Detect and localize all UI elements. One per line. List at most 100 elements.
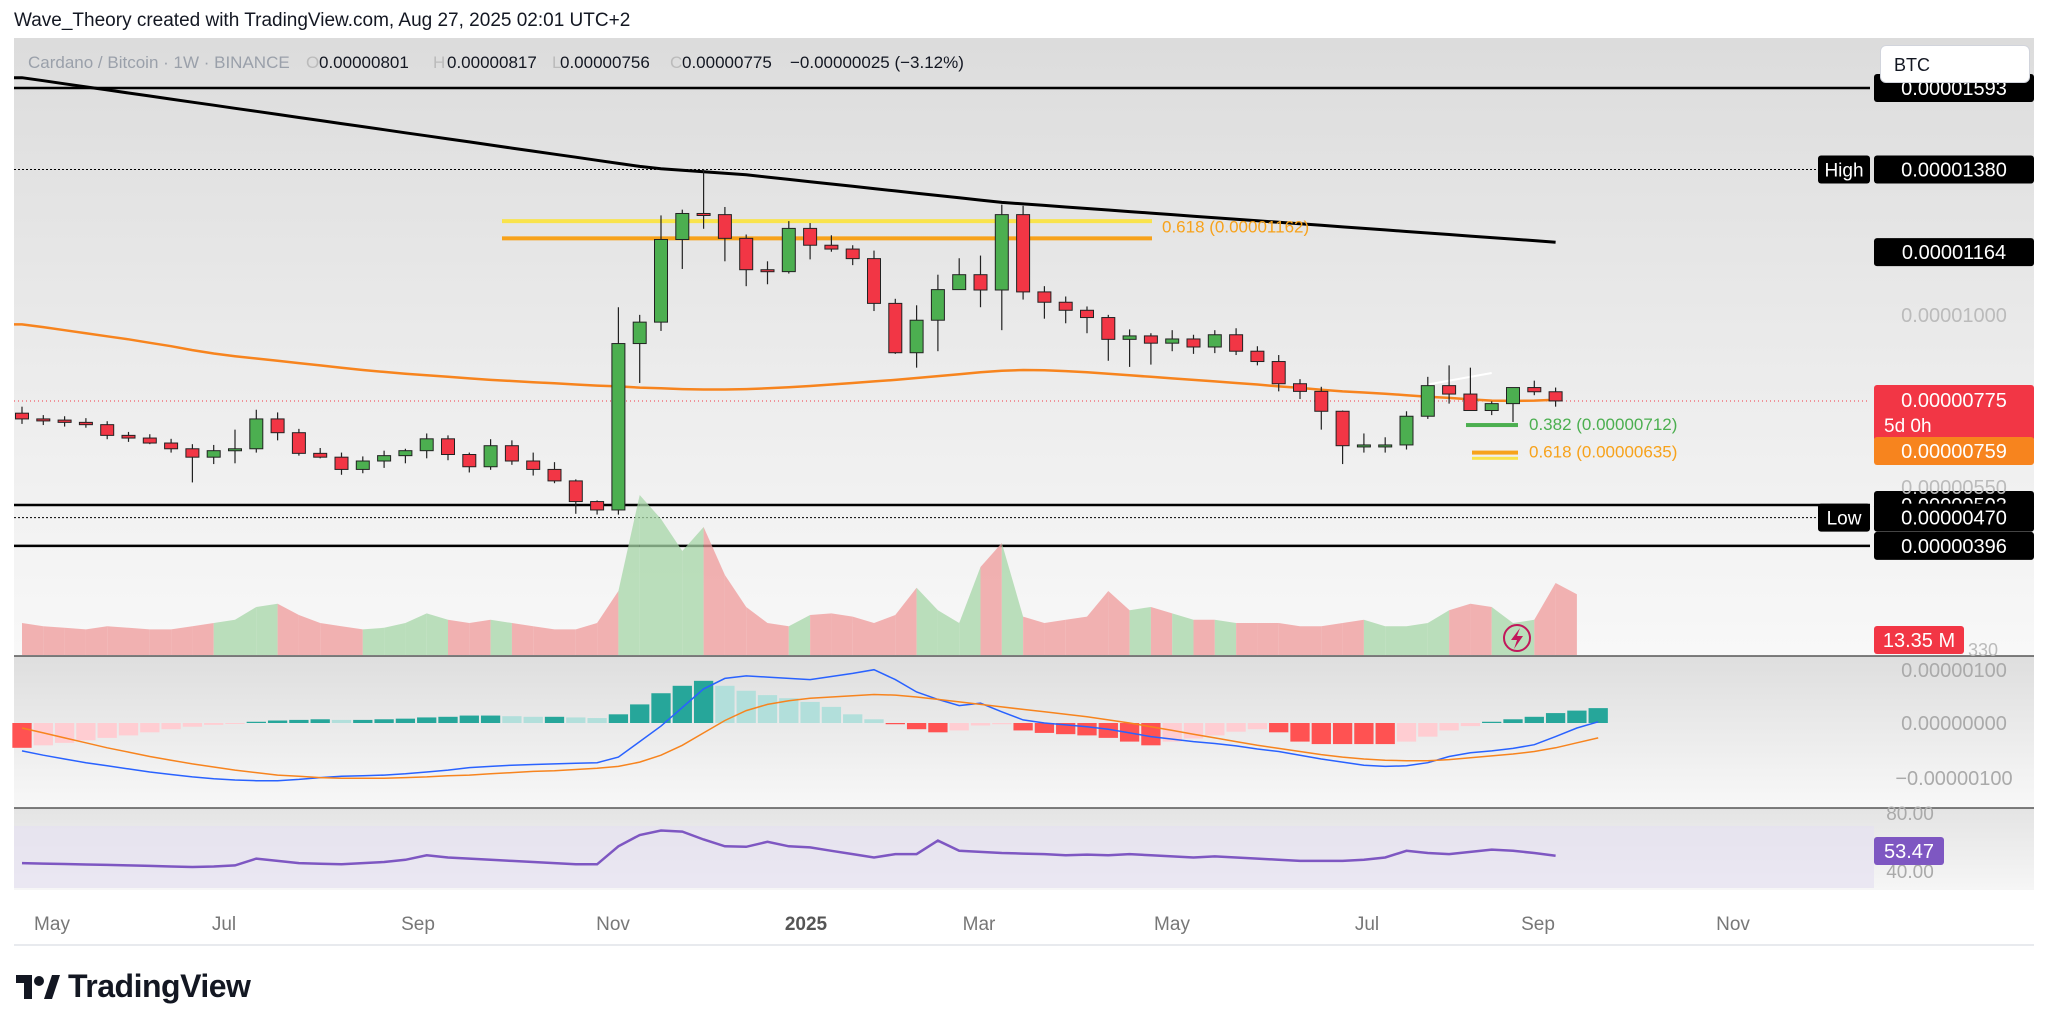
candle-up — [1356, 444, 1371, 448]
candle-down — [57, 419, 72, 423]
candle-down — [1186, 338, 1201, 348]
volume-segment — [703, 527, 725, 655]
macd-histogram-bar — [1375, 723, 1395, 745]
macd-histogram-bar — [1226, 723, 1246, 732]
trend-line — [1427, 372, 1492, 386]
candle-up — [1506, 387, 1520, 405]
volume-segment — [1214, 619, 1237, 655]
macd-histogram-bar — [757, 695, 778, 723]
fib-resistance-yellow — [502, 219, 1152, 224]
volume-segment — [1001, 543, 1024, 655]
macd-pane-bg — [14, 656, 2034, 808]
volume-segment — [618, 495, 640, 655]
volume-segment — [213, 619, 235, 655]
rsi-value-box — [1874, 837, 1944, 865]
macd-histogram-bar — [1482, 721, 1502, 723]
lightning-bolt-icon — [1511, 628, 1523, 649]
volume-segment — [1278, 623, 1300, 655]
macd-histogram-bar — [502, 716, 522, 723]
fib-annotation: 0.618 (0.00000635) — [1529, 443, 1677, 462]
volume-segment — [1257, 623, 1279, 655]
candle-up — [228, 448, 242, 452]
volume-segment — [384, 623, 406, 655]
rsi-line — [21, 829, 1556, 869]
candle-down — [1527, 387, 1542, 393]
price-label-text: 0.00001164 — [1902, 242, 2006, 264]
volume-segment — [362, 627, 385, 655]
volume-segment — [895, 587, 917, 655]
macd-histogram-bar — [630, 704, 650, 723]
macd-histogram-bar — [76, 723, 96, 741]
volume-segment — [1108, 591, 1130, 655]
ema-price-box — [1874, 436, 2034, 465]
macd-histogram-bar — [1354, 723, 1374, 745]
candle-down — [1101, 317, 1116, 340]
candle-up — [398, 450, 413, 457]
brand: TradingView — [14, 968, 251, 1005]
ema-price-text: 0.00000759 — [1901, 441, 2007, 463]
legend-text: O — [306, 53, 319, 72]
volume-segment — [1129, 607, 1151, 655]
candle-up — [994, 214, 1009, 291]
volume-segment — [533, 626, 555, 655]
macd-histogram-bar — [1545, 713, 1566, 723]
macd-histogram-bar — [906, 723, 927, 730]
macd-histogram-bar — [800, 701, 820, 723]
volume-segment — [1513, 619, 1535, 655]
volume-segment — [1363, 619, 1386, 655]
macd-histogram-bar — [438, 716, 458, 723]
candle-up — [781, 227, 796, 273]
candle-down — [1037, 291, 1052, 303]
level-tag-box — [1818, 155, 1870, 184]
candle-up — [249, 418, 264, 450]
macd-histogram-bar — [1056, 723, 1076, 735]
macd-histogram-bar — [1503, 719, 1523, 723]
candle-down — [1548, 391, 1563, 402]
time-tick-label: Nov — [596, 914, 630, 935]
legend-text: L — [552, 53, 561, 72]
legend-text: 0.00000801 — [319, 53, 409, 72]
time-tick-label: May — [34, 914, 70, 935]
volume-label-box — [1874, 626, 1964, 654]
volume-segment — [171, 626, 193, 655]
candle-down — [15, 412, 29, 420]
volume-segment — [980, 543, 1002, 655]
candle-down — [1058, 301, 1073, 311]
volume-segment — [43, 626, 65, 655]
candle-up — [611, 343, 626, 511]
macd-histogram-bar — [140, 723, 160, 733]
macd-histogram-bar — [885, 723, 905, 725]
macd-histogram-bar — [267, 720, 288, 723]
macd-histogram-bar — [1418, 723, 1438, 737]
volume-segment — [1300, 626, 1322, 655]
candle-down — [867, 258, 881, 304]
price-label-text: 0.00001380 — [1901, 159, 2007, 181]
tradingview-logo-icon — [16, 974, 60, 999]
candle-down — [185, 448, 200, 458]
macd-histogram-bar — [161, 723, 181, 730]
volume-segment — [1491, 607, 1513, 655]
macd-histogram-bar — [118, 723, 139, 736]
volume-segment — [1470, 603, 1492, 655]
candle-up — [675, 212, 690, 240]
price-label-box — [1874, 155, 2034, 184]
macd-histogram-bar — [992, 723, 1012, 725]
fib-618-line — [1472, 450, 1518, 455]
candle-down — [36, 418, 51, 422]
macd-histogram-bar — [736, 690, 756, 723]
macd-tick-label: −0.00000100 — [1895, 768, 2012, 790]
macd-histogram-bar — [1588, 708, 1608, 723]
currency-selector[interactable]: BTC — [1880, 45, 2030, 83]
macd-tick-label: 0.00000100 — [1901, 660, 2007, 682]
candle-down — [824, 244, 839, 250]
volume-segment — [1150, 607, 1173, 655]
candle-down — [1293, 383, 1307, 392]
volume-segment — [831, 613, 853, 655]
volume-segment — [554, 629, 576, 655]
candle-up — [930, 289, 945, 321]
y-tick-label: 0.00001000 — [1901, 305, 2007, 327]
volume-segment — [682, 527, 704, 655]
candle-down — [803, 227, 818, 246]
volume-segment — [1342, 619, 1364, 655]
